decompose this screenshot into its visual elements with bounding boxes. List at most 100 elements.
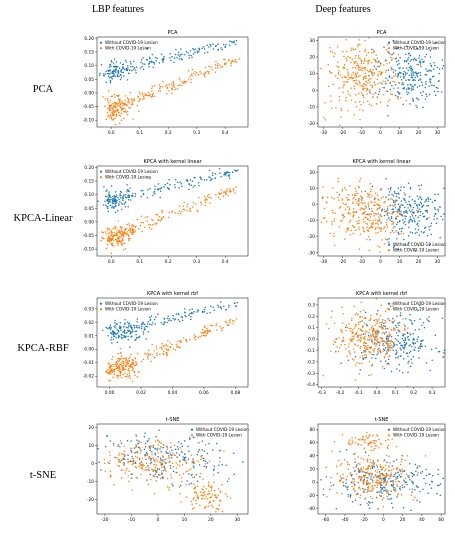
point-with [402, 47, 404, 50]
point-with [206, 493, 209, 496]
plot-title: KPCA with kernel rbf [356, 291, 407, 297]
point-with [218, 504, 220, 507]
point-with [358, 248, 361, 250]
point-with [367, 218, 369, 220]
point-without [121, 334, 123, 336]
point-with [385, 221, 388, 223]
point-without [153, 318, 156, 321]
point-with [366, 471, 369, 473]
point-without [408, 463, 411, 465]
point-with [385, 327, 387, 330]
point-with [359, 439, 361, 441]
point-without [203, 465, 205, 468]
legend-marker [387, 308, 391, 311]
point-with [391, 321, 393, 323]
point-without [391, 341, 393, 343]
point-without [228, 477, 230, 480]
point-without [406, 212, 408, 214]
point-without [410, 76, 413, 79]
point-with [360, 66, 362, 68]
point-with [370, 467, 372, 469]
point-with [342, 338, 345, 341]
point-with [197, 210, 199, 213]
point-with [359, 68, 362, 71]
point-with [364, 350, 366, 352]
point-without [410, 73, 412, 75]
point-without [394, 206, 397, 209]
point-without [405, 210, 408, 212]
point-with [389, 319, 391, 322]
point-with [340, 109, 343, 111]
point-without [213, 468, 215, 470]
point-without [388, 237, 390, 240]
point-without [419, 63, 422, 65]
point-without [397, 340, 399, 343]
point-with [150, 445, 152, 447]
point-without [346, 489, 349, 491]
point-without [151, 451, 153, 453]
point-without [107, 75, 110, 78]
point-with [159, 474, 161, 476]
x-tick-label: 30 [435, 130, 441, 136]
point-with [147, 467, 150, 469]
column-title-deep: Deep features [315, 4, 370, 15]
point-without [429, 81, 432, 84]
point-without [377, 309, 379, 312]
point-with [390, 69, 393, 71]
point-with [166, 477, 169, 480]
point-with [195, 335, 197, 338]
point-without [398, 197, 400, 199]
point-with [139, 93, 141, 95]
point-with [155, 464, 158, 466]
point-with [366, 93, 368, 95]
point-without [439, 483, 442, 485]
point-with [345, 231, 347, 233]
point-with [362, 96, 365, 98]
point-with [352, 77, 355, 79]
point-with [376, 484, 379, 486]
point-without [414, 489, 416, 491]
point-without [231, 171, 234, 174]
point-without [345, 482, 347, 485]
point-with [352, 211, 354, 214]
point-without [178, 58, 180, 60]
point-with [393, 231, 395, 234]
point-with [362, 483, 365, 485]
point-without [406, 352, 409, 354]
point-with [128, 239, 130, 242]
point-without [160, 322, 163, 324]
point-without [206, 312, 208, 315]
point-with [341, 76, 343, 79]
point-with [369, 442, 372, 444]
point-without [212, 449, 214, 451]
point-without [359, 503, 362, 506]
point-with [127, 369, 129, 371]
point-with [195, 491, 197, 493]
point-with [359, 328, 362, 331]
point-without [122, 66, 125, 69]
point-with [350, 443, 352, 446]
point-without [409, 231, 412, 233]
point-with [112, 239, 115, 241]
point-with [193, 483, 195, 485]
point-with [113, 105, 116, 107]
point-without [406, 93, 409, 96]
point-without [230, 41, 233, 43]
point-with [387, 438, 389, 441]
point-without [217, 49, 219, 51]
point-with [381, 326, 384, 329]
point-with [378, 70, 381, 73]
point-with [127, 233, 129, 236]
point-without [404, 223, 407, 226]
point-with [376, 96, 378, 98]
point-without [430, 225, 432, 227]
point-with [337, 72, 340, 75]
point-with [150, 228, 153, 231]
point-without [358, 475, 360, 478]
point-with [380, 227, 382, 229]
point-with [117, 458, 120, 460]
y-tick-label: -0.05 [83, 104, 94, 110]
point-with [137, 110, 140, 112]
point-without [397, 87, 399, 89]
point-without [403, 206, 406, 209]
